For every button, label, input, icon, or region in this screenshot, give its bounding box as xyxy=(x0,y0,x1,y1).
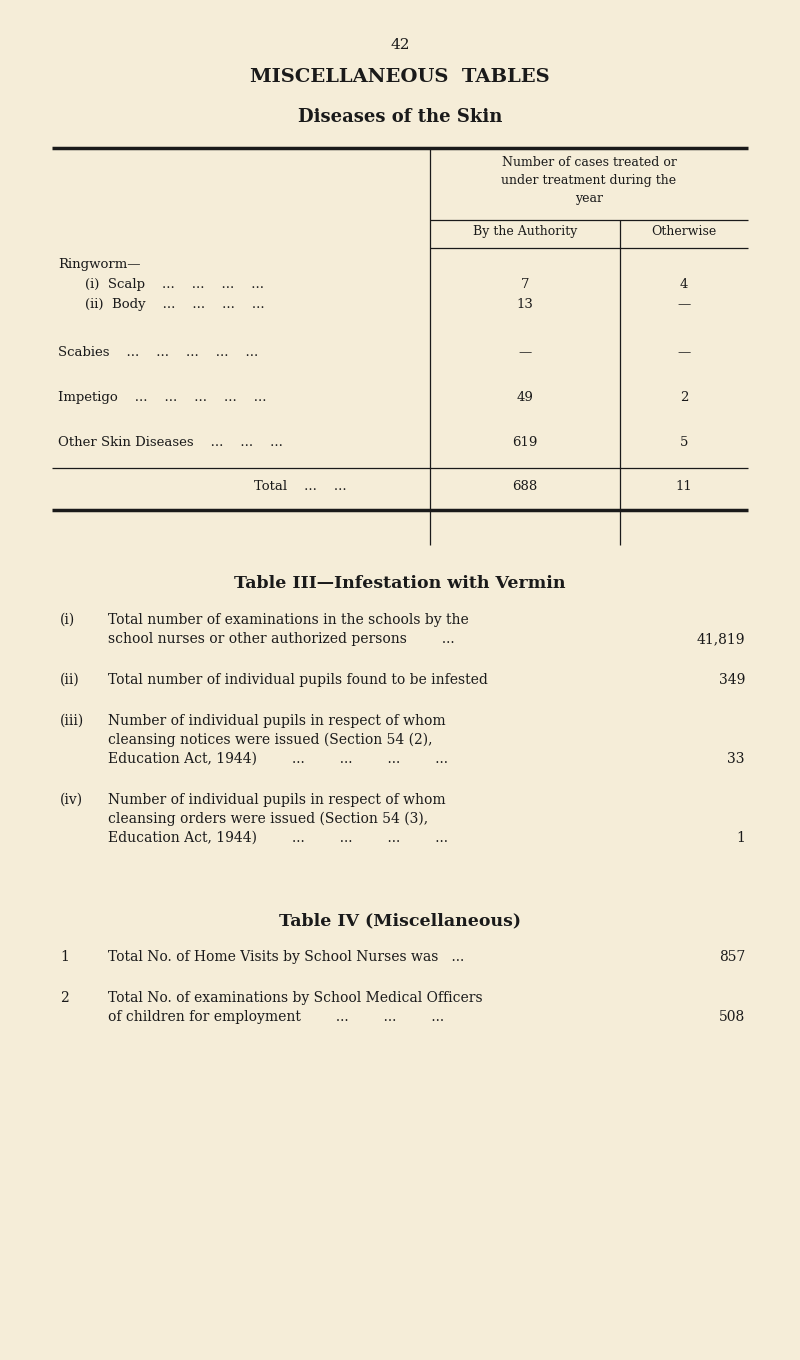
Text: of children for employment        ...        ...        ...: of children for employment ... ... ... xyxy=(108,1010,444,1024)
Text: 5: 5 xyxy=(680,437,688,449)
Text: 13: 13 xyxy=(517,298,534,311)
Text: Scabies    ...    ...    ...    ...    ...: Scabies ... ... ... ... ... xyxy=(58,345,258,359)
Text: 42: 42 xyxy=(390,38,410,52)
Text: (i)  Scalp    ...    ...    ...    ...: (i) Scalp ... ... ... ... xyxy=(85,277,264,291)
Text: Education Act, 1944)        ...        ...        ...        ...: Education Act, 1944) ... ... ... ... xyxy=(108,752,448,766)
Text: 7: 7 xyxy=(521,277,530,291)
Text: Table III—Infestation with Vermin: Table III—Infestation with Vermin xyxy=(234,575,566,592)
Text: Ringworm—: Ringworm— xyxy=(58,258,141,271)
Text: —: — xyxy=(518,345,532,359)
Text: Number of cases treated or
under treatment during the
year: Number of cases treated or under treatme… xyxy=(502,156,677,205)
Text: —: — xyxy=(678,298,690,311)
Text: Total number of individual pupils found to be infested: Total number of individual pupils found … xyxy=(108,673,488,687)
Text: cleansing orders were issued (Section 54 (3),: cleansing orders were issued (Section 54… xyxy=(108,812,428,827)
Text: Other Skin Diseases    ...    ...    ...: Other Skin Diseases ... ... ... xyxy=(58,437,283,449)
Text: Otherwise: Otherwise xyxy=(651,224,717,238)
Text: —: — xyxy=(678,345,690,359)
Text: 2: 2 xyxy=(680,392,688,404)
Text: 688: 688 xyxy=(512,480,538,494)
Text: By the Authority: By the Authority xyxy=(473,224,577,238)
Text: Total    ...    ...: Total ... ... xyxy=(254,480,346,494)
Text: (iii): (iii) xyxy=(60,714,84,728)
Text: Total No. of examinations by School Medical Officers: Total No. of examinations by School Medi… xyxy=(108,991,482,1005)
Text: 49: 49 xyxy=(517,392,534,404)
Text: Total number of examinations in the schools by the: Total number of examinations in the scho… xyxy=(108,613,469,627)
Text: Number of individual pupils in respect of whom: Number of individual pupils in respect o… xyxy=(108,793,446,806)
Text: Total No. of Home Visits by School Nurses was   ...: Total No. of Home Visits by School Nurse… xyxy=(108,951,464,964)
Text: Education Act, 1944)        ...        ...        ...        ...: Education Act, 1944) ... ... ... ... xyxy=(108,831,448,845)
Text: 11: 11 xyxy=(676,480,692,494)
Text: school nurses or other authorized persons        ...: school nurses or other authorized person… xyxy=(108,632,454,646)
Text: (ii)  Body    ...    ...    ...    ...: (ii) Body ... ... ... ... xyxy=(85,298,265,311)
Text: 1: 1 xyxy=(60,951,69,964)
Text: 349: 349 xyxy=(718,673,745,687)
Text: 4: 4 xyxy=(680,277,688,291)
Text: MISCELLANEOUS  TABLES: MISCELLANEOUS TABLES xyxy=(250,68,550,86)
Text: Number of individual pupils in respect of whom: Number of individual pupils in respect o… xyxy=(108,714,446,728)
Text: cleansing notices were issued (Section 54 (2),: cleansing notices were issued (Section 5… xyxy=(108,733,433,748)
Text: (i): (i) xyxy=(60,613,75,627)
Text: 1: 1 xyxy=(736,831,745,845)
Text: 619: 619 xyxy=(512,437,538,449)
Text: (iv): (iv) xyxy=(60,793,83,806)
Text: (ii): (ii) xyxy=(60,673,80,687)
Text: 508: 508 xyxy=(718,1010,745,1024)
Text: 33: 33 xyxy=(727,752,745,766)
Text: 41,819: 41,819 xyxy=(697,632,745,646)
Text: Table IV (Miscellaneous): Table IV (Miscellaneous) xyxy=(279,913,521,929)
Text: Diseases of the Skin: Diseases of the Skin xyxy=(298,107,502,126)
Text: 2: 2 xyxy=(60,991,69,1005)
Text: 857: 857 xyxy=(718,951,745,964)
Text: Impetigo    ...    ...    ...    ...    ...: Impetigo ... ... ... ... ... xyxy=(58,392,266,404)
